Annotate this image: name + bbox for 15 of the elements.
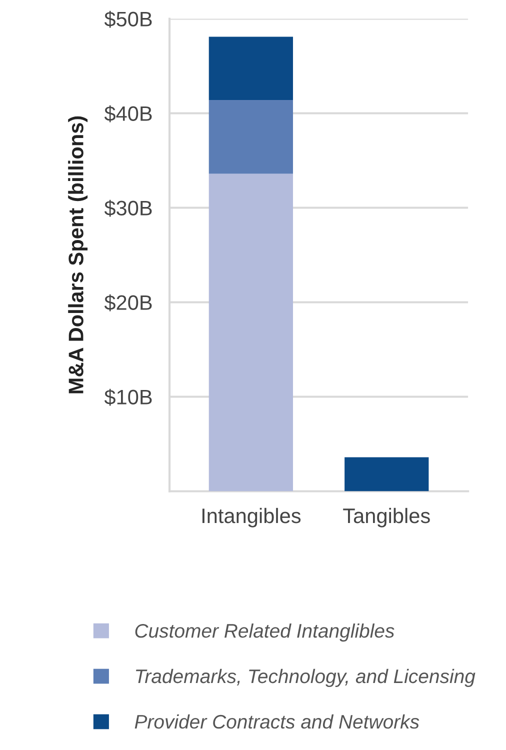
x-tick-label: Intangibles (202, 508, 301, 528)
bar (208, 174, 293, 492)
x-tick-label: Tangibles (343, 508, 430, 528)
y-tick-label: $20B (104, 294, 152, 312)
y-tick-label: $10B (104, 388, 152, 406)
legend-label: Provider Contracts and Networks (134, 714, 420, 729)
legend-label: Trademarks, Technology, and Licensing (136, 668, 476, 688)
bar (344, 457, 429, 492)
y-tick-label: $40B (104, 105, 152, 122)
legend-label: Customer Related Intanglibles (135, 623, 394, 642)
y-tick-label: $30B (104, 200, 152, 217)
y-tick-label: $50B (104, 10, 152, 28)
y-axis-title: M&A Dollars Spent (billions) (68, 116, 88, 394)
bar (208, 100, 293, 174)
bar (208, 36, 293, 100)
